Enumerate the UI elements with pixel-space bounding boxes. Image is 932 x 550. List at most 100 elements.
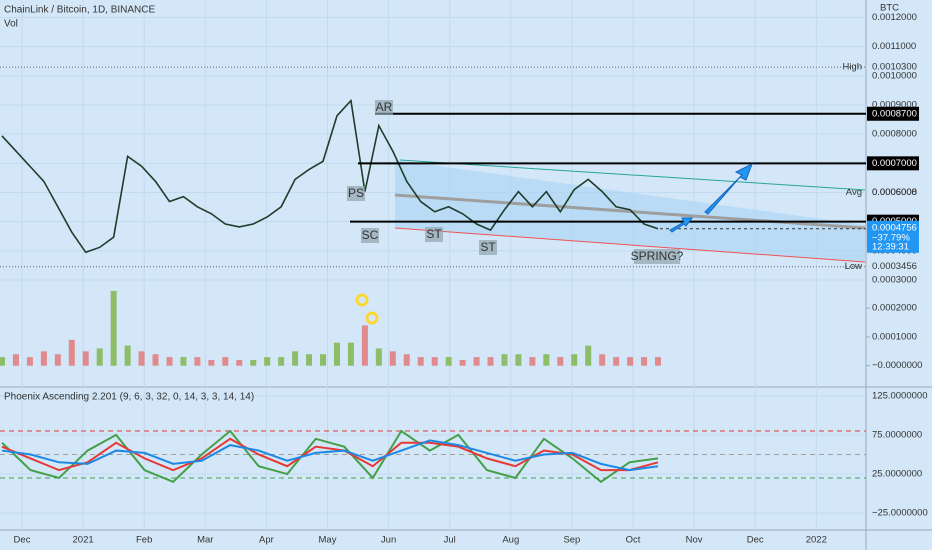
- volume-bar: [613, 357, 620, 366]
- volume-bar: [585, 345, 592, 366]
- volume-bar: [208, 359, 215, 366]
- annotation: ST: [426, 227, 442, 241]
- indicator-title: Phoenix Ascending 2.201 (9, 6, 3, 32, 0,…: [4, 392, 254, 403]
- x-tick-label: 2021: [73, 535, 94, 546]
- x-tick-label: Jul: [444, 535, 456, 546]
- x-tick-label: May: [319, 535, 337, 546]
- volume-bar: [264, 357, 271, 366]
- volume-bar: [655, 357, 661, 366]
- volume-bar: [110, 290, 117, 366]
- volume-bar: [166, 357, 173, 366]
- last-box: [867, 220, 919, 253]
- highlight: [355, 293, 369, 307]
- x-tick-label: Jun: [381, 535, 396, 546]
- stat-label: 0.0006008: [872, 187, 917, 198]
- volume-bar: [347, 342, 354, 366]
- x-tick-label: Sep: [563, 535, 580, 546]
- x-tick-label: Dec: [747, 535, 764, 546]
- y-tick-label: 125.0000000: [872, 390, 927, 401]
- y-tick-label: −25.0000000: [872, 508, 928, 519]
- volume-bar: [473, 357, 480, 366]
- indicator-line: [1, 439, 659, 472]
- annotation: ST: [480, 240, 496, 254]
- volume-bar: [389, 351, 396, 366]
- volume-bar: [501, 354, 508, 366]
- y-tick-label: 75.0000000: [872, 429, 922, 440]
- volume-bar: [54, 354, 61, 366]
- volume-bar: [627, 357, 634, 366]
- volume-bar: [194, 357, 201, 366]
- x-tick-label: Oct: [626, 535, 641, 546]
- volume-bar: [138, 351, 145, 366]
- volume-bar: [180, 357, 187, 366]
- highlight: [365, 311, 379, 325]
- y-tick-label: 0.0006000: [872, 187, 917, 198]
- y-tick-label: 0.0011000: [872, 41, 916, 52]
- stat-label: 0.0010300: [872, 62, 917, 73]
- volume-bar: [543, 354, 550, 366]
- volume-bar: [515, 354, 522, 366]
- level-box: [867, 156, 919, 171]
- y-tick-label: 0.0009000: [872, 100, 917, 111]
- volume-bar: [222, 357, 229, 366]
- annotation-box: [425, 227, 443, 242]
- symbol: ChainLink / Bitcoin, 1D, BINANCE: [4, 5, 156, 16]
- y-tick-label: 0.0012000: [872, 12, 917, 23]
- y2-tick-label: 0.0001000: [872, 331, 917, 342]
- annotation-box: [634, 249, 680, 264]
- volume-bar: [306, 354, 313, 366]
- channel-bottom: [394, 227, 866, 263]
- volume-bar: [12, 354, 19, 366]
- volume-bar: [571, 354, 578, 366]
- volume-bar: [68, 339, 75, 366]
- volume-bar: [599, 354, 606, 366]
- volume-bar: [641, 357, 648, 366]
- annotation-box: [479, 240, 497, 255]
- y2-tick-label: 0.0002000: [872, 303, 917, 314]
- volume-bar: [529, 357, 536, 366]
- y-tick-label: 0.0008000: [872, 129, 917, 140]
- annotation: PS: [348, 186, 364, 200]
- level-label: 0.0008700: [872, 108, 917, 119]
- volume-bar: [40, 351, 47, 366]
- volume-bar: [361, 325, 368, 366]
- y2-tick-label: −0.0000000: [872, 360, 922, 371]
- price-line: [1, 98, 659, 254]
- level-label: 0.0007000: [872, 158, 917, 169]
- annotation-box: [347, 186, 365, 201]
- volume-bar: [26, 357, 33, 366]
- channel-top: [399, 159, 866, 191]
- stat-name: High: [842, 62, 862, 73]
- volume-bar: [96, 348, 103, 366]
- volume-bar: [445, 357, 452, 366]
- arrow: [704, 162, 753, 215]
- volume-bar: [375, 348, 382, 366]
- countdown: 12:39:31: [872, 241, 909, 252]
- vol-label: Vol: [4, 19, 18, 30]
- volume-bar: [292, 351, 299, 366]
- volume-bar: [403, 354, 410, 366]
- x-tick-label: Mar: [197, 535, 213, 546]
- plot: [0, 66, 866, 484]
- y-tick-label: 0.0010000: [872, 70, 917, 81]
- annotation: SPRING?: [631, 249, 684, 263]
- stat-label: 0.0003456: [872, 261, 917, 272]
- volume-bar: [124, 345, 131, 366]
- annotation: AR: [376, 100, 393, 114]
- currency: BTC: [880, 3, 899, 14]
- annotation-box: [361, 228, 379, 243]
- last-label: 0.0004756: [872, 222, 917, 233]
- annotation-box: [375, 100, 393, 115]
- volume-bar: [250, 359, 257, 366]
- volume-bar: [0, 357, 5, 366]
- indicator-line: [1, 437, 659, 472]
- y-tick-label: 25.0000000: [872, 469, 922, 480]
- volume-bar: [320, 354, 327, 366]
- volume-bar: [417, 357, 424, 366]
- x-tick-label: 2022: [806, 535, 827, 546]
- indicator-line: [1, 429, 659, 484]
- x-tick-label: Nov: [686, 535, 703, 546]
- stat-name: Low: [845, 261, 863, 272]
- volume-bar: [557, 357, 564, 366]
